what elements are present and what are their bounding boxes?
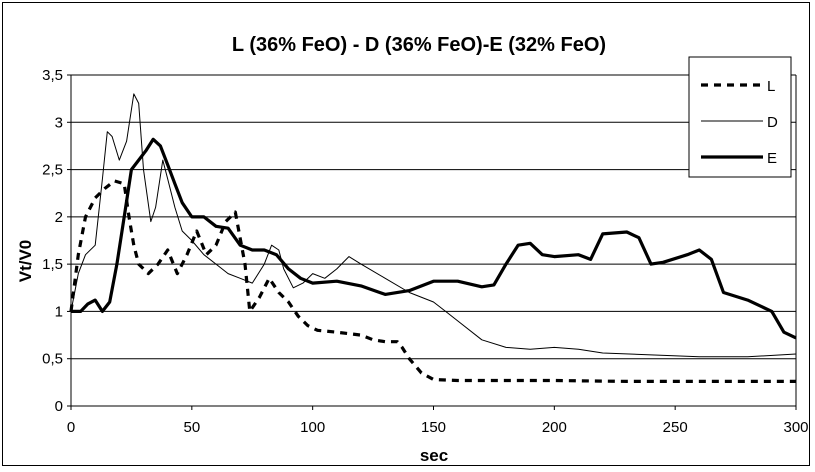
legend-label-E: E (767, 150, 777, 167)
series-line-L (69, 179, 796, 383)
line-chart: L (36% FeO) - D (36% FeO)-E (32% FeO) 00… (16, 34, 809, 465)
x-tick-label: 300 (783, 419, 808, 436)
y-tick-label: 0 (55, 398, 63, 415)
x-tick-label: 100 (300, 419, 325, 436)
y-axis-label: Vt/V0 (16, 240, 35, 283)
y-tick-label: 0,5 (42, 351, 63, 368)
x-tick-label: 0 (67, 419, 75, 436)
y-tick-label: 3 (55, 114, 63, 131)
series-lines (69, 93, 797, 383)
x-tick-label: 150 (421, 419, 446, 436)
legend: L D E (688, 56, 792, 178)
y-tick-label: 1 (55, 303, 63, 320)
gridlines (71, 74, 796, 360)
chart-title: L (36% FeO) - D (36% FeO)-E (32% FeO) (232, 34, 606, 56)
axes: 0 0,5 1 1,5 2 2,5 3 3,5 0 50 100 150 200 250 300 (42, 67, 808, 436)
x-tick-label: 50 (183, 419, 200, 436)
y-tick-label: 1,5 (42, 256, 63, 273)
x-axis-label: sec (420, 446, 448, 465)
y-tick-label: 2 (55, 209, 63, 226)
legend-label-L: L (767, 78, 775, 95)
legend-label-D: D (767, 114, 778, 131)
x-tick-label: 200 (542, 419, 567, 436)
legend-items: L D E (701, 78, 778, 167)
series-line-E (71, 137, 797, 340)
series-line-D (70, 93, 797, 358)
x-tick-label: 250 (663, 419, 688, 436)
y-tick-label: 3,5 (42, 67, 63, 84)
y-tick-label: 2,5 (42, 162, 63, 179)
